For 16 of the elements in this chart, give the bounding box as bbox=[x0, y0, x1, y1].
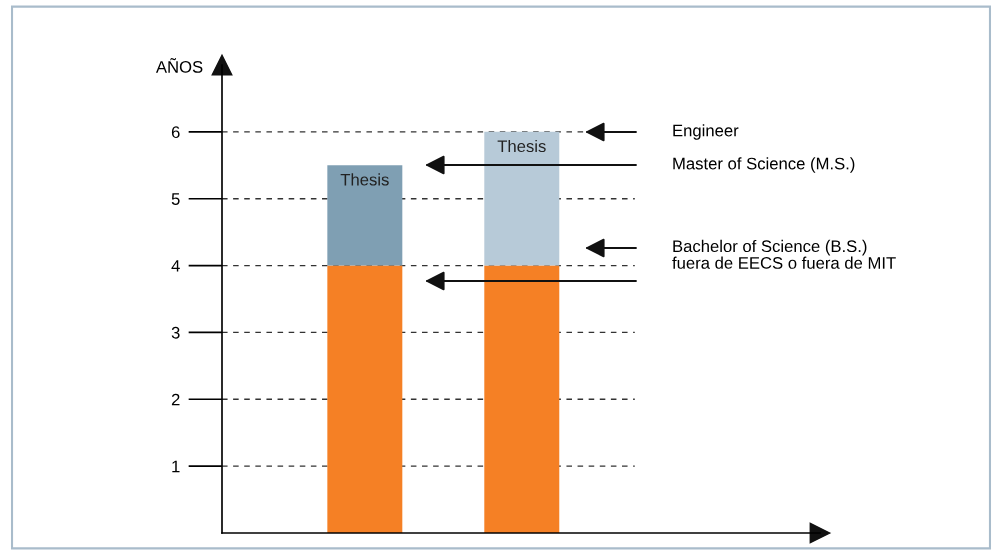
y-tick-label: 2 bbox=[171, 393, 180, 406]
text: Bachelor of Science (B.S.) fuera de EECS o fuera de MIT bbox=[672, 239, 896, 269]
bar bbox=[484, 265, 560, 533]
y-tick-label: 3 bbox=[171, 326, 180, 339]
y-tick-label: 6 bbox=[171, 126, 180, 139]
y-tick-label: 5 bbox=[171, 193, 180, 205]
bar bbox=[327, 165, 403, 266]
bar bbox=[327, 265, 403, 533]
y-tick-label: 1 bbox=[172, 460, 180, 473]
text: Engineer bbox=[673, 124, 739, 140]
y-tick-label: 4 bbox=[171, 260, 180, 272]
data-label: Thesis bbox=[497, 139, 546, 153]
y-axis-title: AÑOS bbox=[155, 58, 203, 73]
data-label: Thesis bbox=[340, 173, 389, 186]
text: Master of Science (M.S.) bbox=[673, 157, 855, 173]
bar bbox=[484, 131, 560, 266]
